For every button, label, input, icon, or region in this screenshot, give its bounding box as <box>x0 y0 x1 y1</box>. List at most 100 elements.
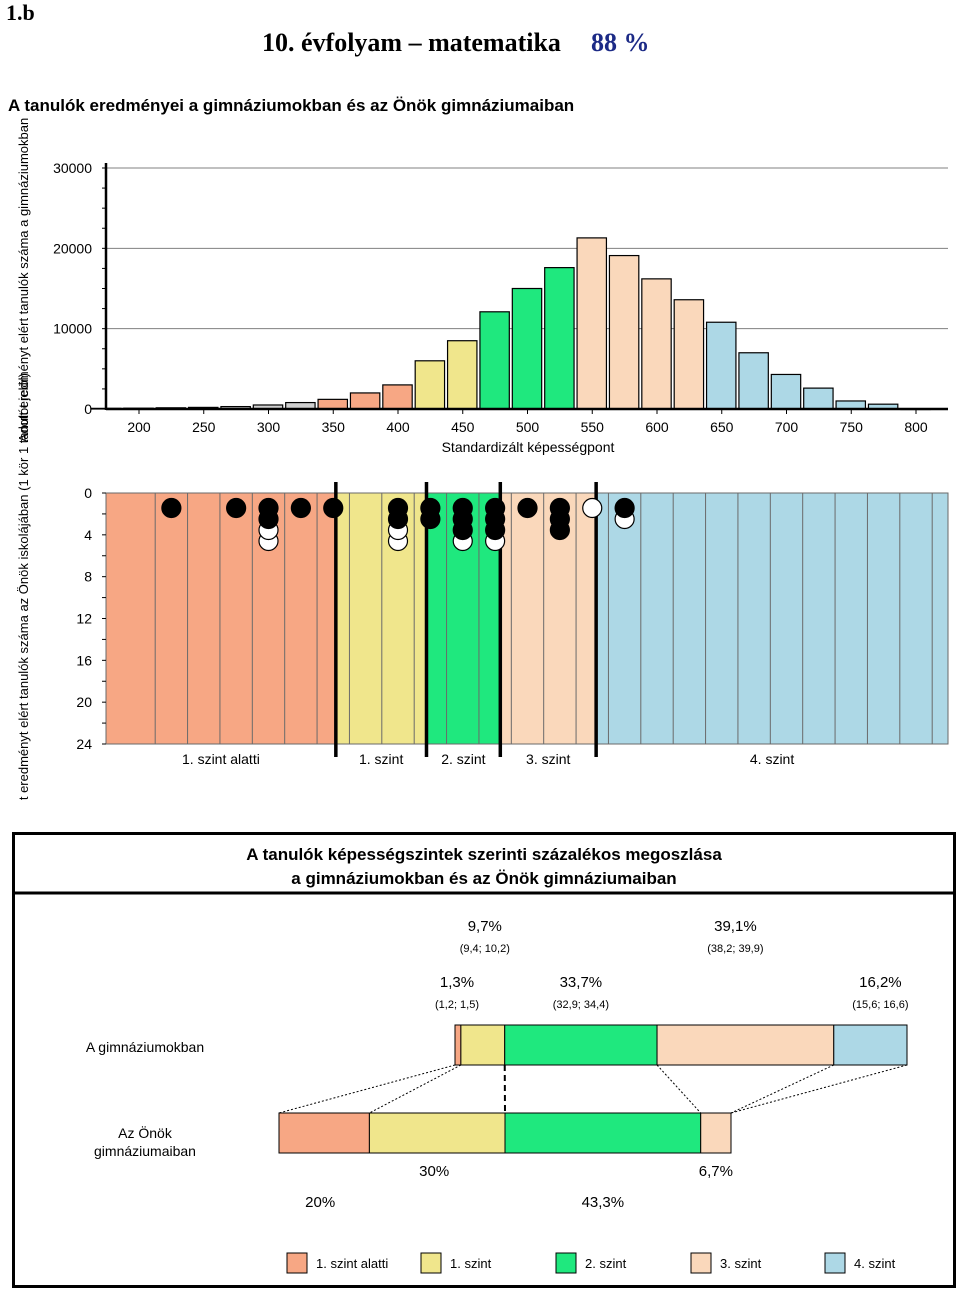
histogram-bar <box>414 360 446 410</box>
y-tick-label: 0 <box>84 401 92 417</box>
student-dot <box>258 497 279 519</box>
histogram-bar <box>382 384 413 410</box>
legend-label: 3. szint <box>720 1256 762 1271</box>
segment-gimnaziumok <box>454 1024 462 1066</box>
y-tick-label: 20 <box>76 694 92 710</box>
distribution-panel: A tanulók képességszintek szerinti száza… <box>12 832 956 1288</box>
level-label: 3. szint <box>526 751 570 767</box>
category-label-2a: Az Önök <box>118 1124 173 1141</box>
page-title: 10. évfolyam – matematika 88 % <box>262 28 649 58</box>
ci-label: (38,2; 39,9) <box>707 943 763 955</box>
top-charts: A tanulók eredményei a gimnáziumokban és… <box>8 96 949 800</box>
percent-label: 43,3% <box>582 1194 625 1211</box>
level-label: 1. szint alatti <box>182 751 260 767</box>
histogram-bar <box>738 352 769 410</box>
student-dot <box>161 497 182 519</box>
distribution-bars <box>278 1024 908 1154</box>
student-dot-open <box>582 497 603 519</box>
x-tick-label: 400 <box>386 419 410 435</box>
histogram-x-ticks: 200 250 300 350 400 450 500 550 600 650 700 750 800 <box>127 409 928 435</box>
student-dot <box>226 497 247 519</box>
student-dot <box>517 497 538 519</box>
histogram-y-ticks: 0 10000 20000 30000 <box>53 160 106 417</box>
histogram-bar <box>770 373 802 410</box>
y-tick-label: 12 <box>76 611 92 627</box>
level-zone <box>596 493 948 744</box>
histogram-bar <box>479 311 510 410</box>
student-dot <box>549 497 570 519</box>
histogram-bar <box>349 392 381 410</box>
legend-label: 2. szint <box>585 1256 627 1271</box>
histogram-bar <box>641 278 672 410</box>
distribution-chart: A tanulók képességszintek szerinti száza… <box>15 845 953 1274</box>
distribution-connectors <box>278 1064 908 1114</box>
distribution-labels: 9,7% (9,4; 10,2) 39,1% (38,2; 39,9) 1,3% (1,2… <box>305 918 908 1211</box>
level-zone <box>106 493 336 744</box>
histogram-y-label: Adott eredményt elért tanulók száma a gi… <box>16 118 31 442</box>
y-tick-label: 10000 <box>53 321 92 337</box>
histogram-x-label: Standardizált képességpont <box>442 439 615 455</box>
legend-label: 1. szint <box>450 1256 492 1271</box>
dotplot-background <box>106 493 948 744</box>
connector-line <box>278 1064 456 1114</box>
dotplot-level-labels: 1. szint alatti 1. szint 2. szint 3. szint 4… <box>182 751 794 767</box>
y-tick-label: 0 <box>84 485 92 501</box>
percent-label: 6,7% <box>699 1163 733 1180</box>
x-tick-label: 450 <box>451 419 475 435</box>
histogram-bar <box>446 340 478 410</box>
segment-onok <box>368 1112 506 1154</box>
title-text: 10. évfolyam – matematika <box>262 28 561 57</box>
histogram-bar <box>544 267 575 410</box>
legend-label: 4. szint <box>854 1256 896 1271</box>
x-tick-label: 800 <box>904 419 928 435</box>
legend-swatch <box>286 1252 308 1274</box>
y-tick-label: 8 <box>84 569 92 585</box>
segment-onok <box>504 1112 702 1154</box>
histogram-bar <box>803 387 834 410</box>
x-tick-label: 700 <box>775 419 799 435</box>
x-tick-label: 600 <box>645 419 669 435</box>
x-tick-label: 300 <box>257 419 281 435</box>
ci-label: (1,2; 1,5) <box>435 999 479 1011</box>
connector-line <box>730 1064 834 1114</box>
segment-onok <box>700 1112 732 1154</box>
legend-swatch <box>690 1252 712 1274</box>
student-dot <box>387 497 409 519</box>
level-label: 4. szint <box>750 751 794 767</box>
legend-swatch <box>555 1252 577 1274</box>
distribution-title-line2: a gimnáziumokban és az Önök gimnáziumaib… <box>291 869 676 888</box>
histogram-bar <box>608 254 640 410</box>
histogram-bar <box>317 398 349 410</box>
distribution-title-line1: A tanulók képességszintek szerinti száza… <box>246 845 722 864</box>
percent-label: 39,1% <box>714 918 757 935</box>
x-tick-label: 250 <box>192 419 216 435</box>
corner-label: 1.b <box>6 0 35 25</box>
category-label-1: A gimnáziumokban <box>86 1039 204 1055</box>
distribution-legend: 1. szint alatti 1. szint 2. szint 3. szint 4… <box>286 1252 896 1274</box>
level-zone <box>500 493 597 744</box>
percent-label: 1,3% <box>440 974 474 991</box>
histogram-bar <box>673 299 705 410</box>
x-tick-label: 650 <box>710 419 734 435</box>
y-tick-label: 16 <box>76 652 92 668</box>
x-tick-label: 550 <box>581 419 605 435</box>
x-tick-label: 200 <box>127 419 151 435</box>
student-dot <box>290 497 311 519</box>
connector-line <box>369 1064 462 1114</box>
dotplot-bin-lines <box>105 492 949 745</box>
x-tick-label: 750 <box>840 419 864 435</box>
histogram-title: A tanulók eredményei a gimnáziumokban és… <box>8 96 574 115</box>
student-dot <box>420 497 441 519</box>
ci-label: (15,6; 16,6) <box>852 999 908 1011</box>
segment-gimnaziumok <box>504 1024 658 1066</box>
histogram-bar <box>511 287 543 410</box>
legend-label: 1. szint alatti <box>316 1256 388 1271</box>
histogram-bar <box>705 321 737 410</box>
y-tick-label: 20000 <box>53 240 92 256</box>
segment-gimnaziumok <box>833 1024 908 1066</box>
segment-gimnaziumok <box>656 1024 835 1066</box>
ci-label: (9,4; 10,2) <box>460 943 510 955</box>
dotplot-y-ticks: 0 4 8 12 16 20 24 <box>76 485 106 752</box>
percent-label: 30% <box>419 1163 449 1180</box>
student-dot <box>614 497 635 519</box>
